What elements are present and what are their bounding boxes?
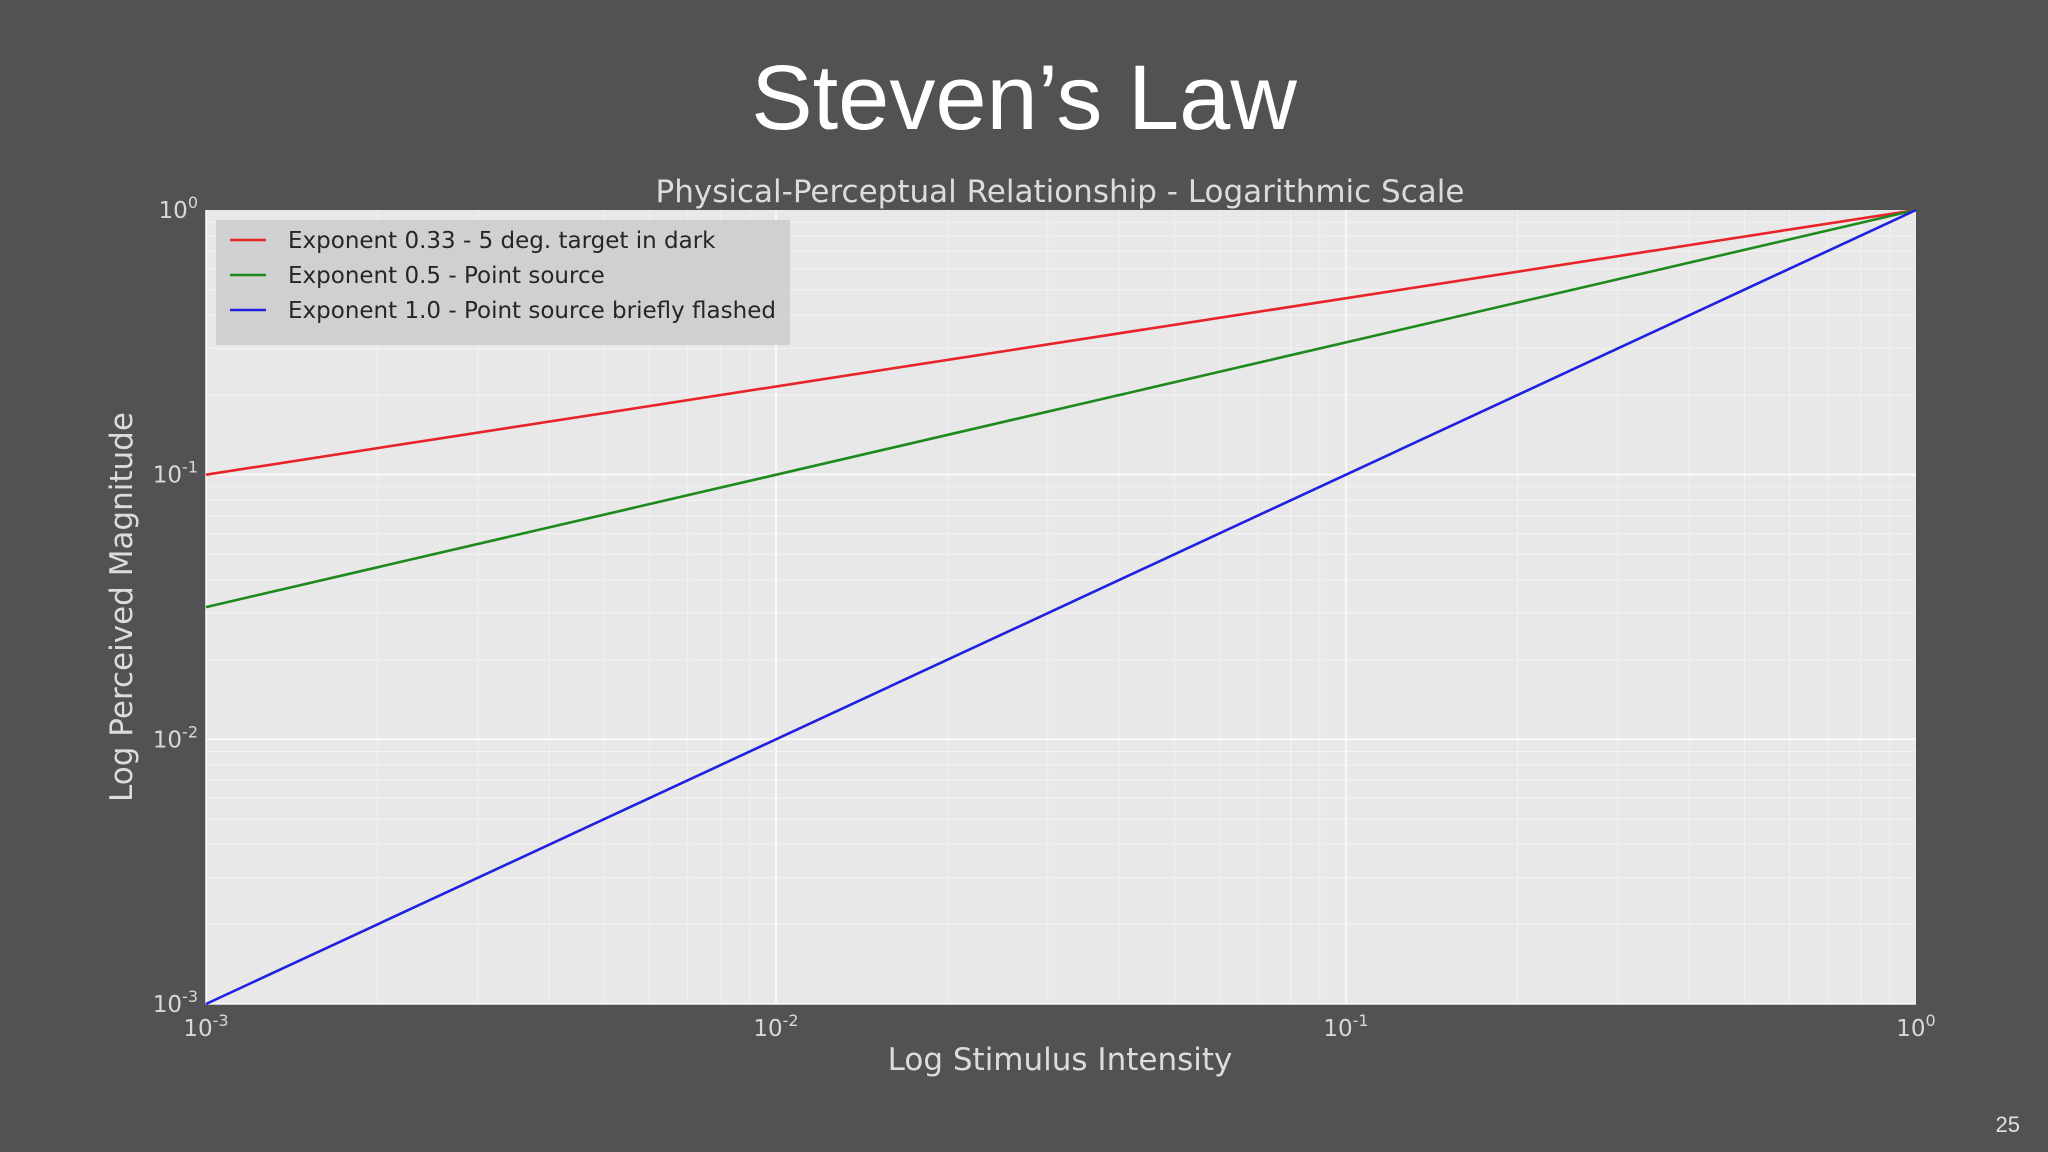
y-tick-label: 100 [159,193,198,224]
y-tick-label: 10-3 [153,987,198,1018]
legend-label: Exponent 1.0 - Point source briefly flas… [288,298,776,324]
series-line-2 [205,208,1917,609]
legend-label: Exponent 0.5 - Point source [288,263,605,289]
series-line-1 [205,208,1917,476]
x-tick-label: 10-1 [1323,1011,1368,1042]
series-lines [205,208,1917,1006]
legend-label: Exponent 0.33 - 5 deg. target in dark [288,228,716,254]
chart-title: Physical-Perceptual Relationship - Logar… [656,174,1465,210]
slide-title: Steven’s Law [751,47,1297,149]
series-line-3 [205,208,1917,1006]
tick-labels: 10-3 10-2 10-1 100 10-3 10-2 10-1 100 [153,193,1936,1042]
x-tick-label: 10-3 [183,1011,228,1042]
x-tick-label: 10-2 [753,1011,798,1042]
page-number: 25 [1995,1112,2020,1137]
x-axis-label: Log Stimulus Intensity [888,1042,1233,1078]
legend-box [216,220,790,345]
y-tick-label: 10-1 [153,458,198,489]
legend: Exponent 0.33 - 5 deg. target in dark Exp… [216,220,790,345]
x-tick-label: 100 [1896,1011,1935,1042]
y-axis-label: Log Perceived Magnitude [104,412,140,802]
y-tick-label: 10-2 [153,722,198,753]
